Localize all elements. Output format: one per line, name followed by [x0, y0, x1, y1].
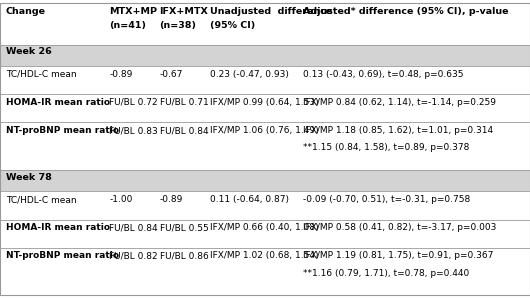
Bar [0, 248, 530, 295]
Text: FU/BL 0.83: FU/BL 0.83 [109, 126, 158, 135]
Text: -0.89: -0.89 [160, 195, 183, 204]
Bar [0, 192, 530, 220]
Text: IFX/MP 1.02 (0.68, 1.54): IFX/MP 1.02 (0.68, 1.54) [210, 251, 319, 260]
Text: MTX+MP: MTX+MP [109, 7, 157, 15]
Text: IFX/MP 1.18 (0.85, 1.62), t=1.01, p=0.314: IFX/MP 1.18 (0.85, 1.62), t=1.01, p=0.31… [303, 126, 493, 135]
Text: FU/BL 0.82: FU/BL 0.82 [109, 251, 158, 260]
Text: Adjusted* difference (95% CI), p-value: Adjusted* difference (95% CI), p-value [303, 7, 508, 15]
Text: FU/BL 0.86: FU/BL 0.86 [160, 251, 208, 260]
Text: (n=41): (n=41) [109, 21, 146, 30]
Text: FU/BL 0.84: FU/BL 0.84 [160, 126, 208, 135]
Text: TC/HDL-C mean: TC/HDL-C mean [6, 195, 76, 204]
Text: -0.09 (-0.70, 0.51), t=-0.31, p=0.758: -0.09 (-0.70, 0.51), t=-0.31, p=0.758 [303, 195, 470, 204]
Text: NT-proBNP mean ratio: NT-proBNP mean ratio [6, 126, 119, 135]
Text: Unadjusted  difference: Unadjusted difference [210, 7, 332, 15]
Bar [0, 170, 530, 192]
Text: HOMA-IR mean ratio: HOMA-IR mean ratio [6, 223, 110, 232]
Text: -0.89: -0.89 [109, 70, 132, 79]
Text: IFX/MP 0.66 (0.40, 1.08): IFX/MP 0.66 (0.40, 1.08) [210, 223, 319, 232]
Text: TC/HDL-C mean: TC/HDL-C mean [6, 70, 76, 79]
Text: IFX/MP 1.19 (0.81, 1.75), t=0.91, p=0.367: IFX/MP 1.19 (0.81, 1.75), t=0.91, p=0.36… [303, 251, 493, 260]
Text: 0.23 (-0.47, 0.93): 0.23 (-0.47, 0.93) [210, 70, 289, 79]
Text: IFX/MP 1.06 (0.76, 1.49): IFX/MP 1.06 (0.76, 1.49) [210, 126, 319, 135]
Text: FU/BL 0.84: FU/BL 0.84 [109, 223, 158, 232]
Text: IFX/MP 0.84 (0.62, 1.14), t=-1.14, p=0.259: IFX/MP 0.84 (0.62, 1.14), t=-1.14, p=0.2… [303, 98, 496, 107]
Bar [0, 3, 530, 44]
Text: FU/BL 0.71: FU/BL 0.71 [160, 98, 208, 107]
Bar [0, 122, 530, 170]
Text: IFX/MP 0.99 (0.64, 1.53): IFX/MP 0.99 (0.64, 1.53) [210, 98, 319, 107]
Text: (95% CI): (95% CI) [210, 21, 255, 30]
Text: 0.13 (-0.43, 0.69), t=0.48, p=0.635: 0.13 (-0.43, 0.69), t=0.48, p=0.635 [303, 70, 463, 79]
Text: -0.67: -0.67 [160, 70, 183, 79]
Text: **1.16 (0.79, 1.71), t=0.78, p=0.440: **1.16 (0.79, 1.71), t=0.78, p=0.440 [303, 268, 469, 278]
Text: Week 26: Week 26 [6, 47, 51, 57]
Text: HOMA-IR mean ratio: HOMA-IR mean ratio [6, 98, 110, 107]
Text: NT-proBNP mean ratio: NT-proBNP mean ratio [6, 251, 119, 260]
Bar [0, 94, 530, 122]
Text: IFX+MTX: IFX+MTX [160, 7, 208, 15]
Text: Week 78: Week 78 [6, 173, 52, 182]
Text: -1.00: -1.00 [109, 195, 132, 204]
Text: FU/BL 0.55: FU/BL 0.55 [160, 223, 208, 232]
Text: **1.15 (0.84, 1.58), t=0.89, p=0.378: **1.15 (0.84, 1.58), t=0.89, p=0.378 [303, 143, 469, 152]
Text: Change: Change [6, 7, 46, 15]
Bar [0, 220, 530, 248]
Text: IFX/MP 0.58 (0.41, 0.82), t=-3.17, p=0.003: IFX/MP 0.58 (0.41, 0.82), t=-3.17, p=0.0… [303, 223, 496, 232]
Bar [0, 44, 530, 66]
Text: (n=38): (n=38) [160, 21, 197, 30]
Bar [0, 66, 530, 94]
Text: 0.11 (-0.64, 0.87): 0.11 (-0.64, 0.87) [210, 195, 289, 204]
Text: FU/BL 0.72: FU/BL 0.72 [109, 98, 158, 107]
